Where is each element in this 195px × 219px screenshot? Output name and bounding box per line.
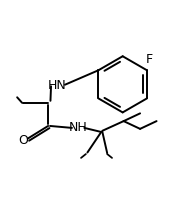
Text: O: O	[18, 134, 28, 147]
Text: F: F	[145, 53, 152, 66]
Text: NH: NH	[69, 121, 88, 134]
Text: HN: HN	[47, 79, 66, 92]
